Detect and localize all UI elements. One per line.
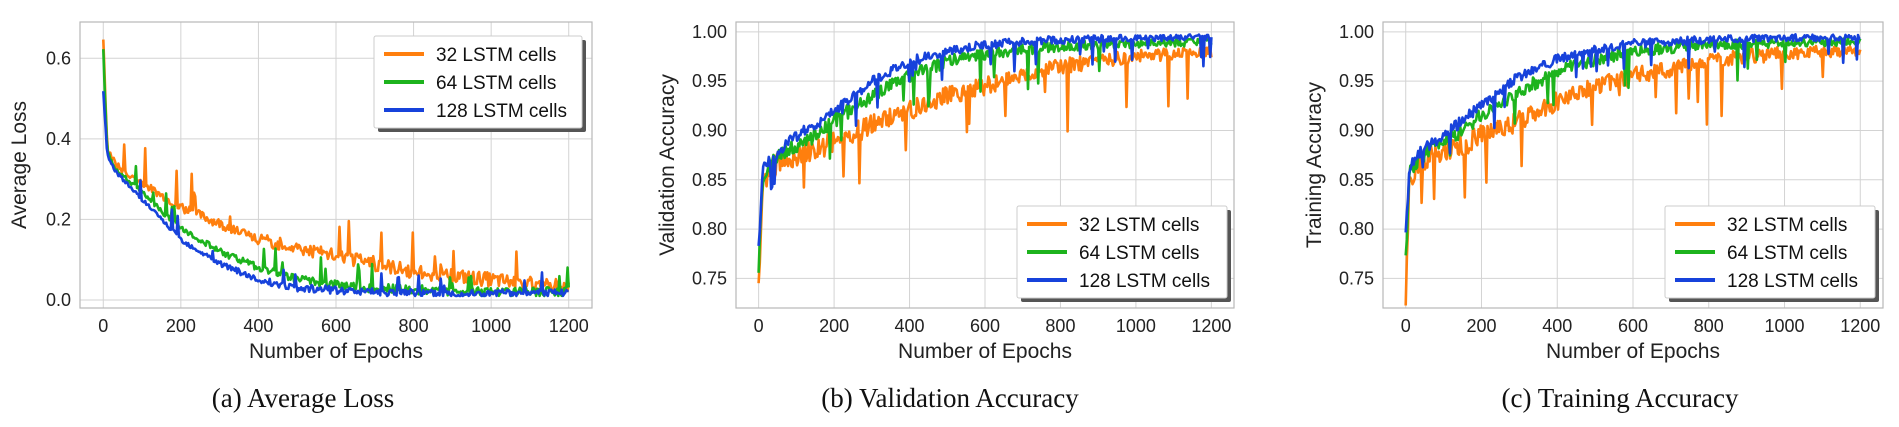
legend-box: [373, 35, 583, 129]
legend: 32 LSTM cells 64 LSTM cells 128 LSTM cells: [1664, 205, 1879, 302]
legend-box: [1664, 205, 1876, 299]
x-tick-label: 200: [1466, 316, 1496, 336]
x-axis-label: Number of Epochs: [898, 340, 1072, 363]
x-tick-label: 1000: [1116, 316, 1156, 336]
x-tick-label: 200: [819, 316, 849, 336]
legend-label-64: 64 LSTM cells: [1727, 243, 1847, 264]
y-axis-label: Average Loss: [8, 101, 31, 229]
legend-label-128: 128 LSTM cells: [1727, 271, 1858, 292]
legend-label-64: 64 LSTM cells: [1079, 243, 1199, 264]
y-axis-label: Validation Accuracy: [656, 74, 679, 256]
x-tick-label: 400: [243, 316, 273, 336]
x-tick-label: 600: [970, 316, 1000, 336]
caption-c: (c) Training Accuracy: [1501, 383, 1739, 413]
x-tick-label: 1200: [549, 316, 589, 336]
x-tick-label: 1200: [1191, 316, 1231, 336]
chart-panel-1: 0 200 400 600 800 1000 1200 0.0 0.2 0.4 0.6 Number …: [8, 21, 593, 363]
x-tick-label: 1200: [1840, 316, 1880, 336]
x-tick-label: 0: [1401, 316, 1411, 336]
series-line-128: [102, 91, 569, 298]
y-tick-label: 0.80: [1339, 219, 1374, 239]
legend-label-32: 32 LSTM cells: [1727, 215, 1847, 236]
legend-label-32: 32 LSTM cells: [436, 45, 556, 66]
series-line-128: [757, 33, 1213, 247]
x-tick-label: 600: [321, 316, 351, 336]
series-line-128: [1404, 33, 1861, 233]
y-tick-label: 0.4: [46, 129, 71, 149]
plot-frame: [79, 21, 593, 309]
y-tick-label: 0.75: [1339, 268, 1374, 288]
legend: 32 LSTM cells 64 LSTM cells 128 LSTM cells: [1016, 205, 1231, 302]
x-tick-label: 400: [895, 316, 925, 336]
y-tick-label: 0.0: [46, 290, 71, 310]
x-tick-label: 600: [1618, 316, 1648, 336]
y-tick-label: 1.00: [692, 22, 727, 42]
plot-frame: [1382, 21, 1884, 309]
x-tick-label: 200: [166, 316, 196, 336]
y-axis-label: Training Accuracy: [1303, 81, 1326, 248]
series-line-64: [1404, 36, 1862, 256]
series-line-32: [757, 45, 1213, 284]
y-tick-label: 0.90: [1339, 120, 1374, 140]
y-tick-label: 0.85: [692, 170, 727, 190]
y-tick-label: 0.95: [1339, 71, 1374, 91]
y-tick-label: 0.2: [46, 209, 71, 229]
y-tick-label: 0.80: [692, 219, 727, 239]
x-axis-label: Number of Epochs: [249, 340, 423, 363]
y-tick-label: 1.00: [1339, 22, 1374, 42]
x-tick-label: 800: [1694, 316, 1724, 336]
x-tick-label: 800: [399, 316, 429, 336]
y-tick-label: 0.75: [692, 268, 727, 288]
legend-label-128: 128 LSTM cells: [1079, 271, 1210, 292]
x-tick-label: 0: [754, 316, 764, 336]
chart-panel-2: 0 200 400 600 800 1000 1200 0.75 0.80 0.85 0.90 0.9…: [656, 21, 1235, 363]
x-tick-label: 0: [98, 316, 108, 336]
y-tick-label: 0.95: [692, 71, 727, 91]
x-tick-label: 800: [1045, 316, 1075, 336]
plot-frame: [735, 21, 1235, 309]
caption-b: (b) Validation Accuracy: [821, 383, 1079, 413]
x-tick-label: 1000: [1764, 316, 1804, 336]
legend-label-64: 64 LSTM cells: [436, 73, 556, 94]
legend-label-128: 128 LSTM cells: [436, 101, 567, 122]
y-tick-label: 0.90: [692, 120, 727, 140]
x-axis-label: Number of Epochs: [1546, 340, 1720, 363]
legend: 32 LSTM cells 64 LSTM cells 128 LSTM cells: [373, 35, 586, 132]
chart-panel-3: 0 200 400 600 800 1000 1200 0.75 0.80 0.85 0.90 0.9…: [1303, 21, 1884, 363]
x-tick-label: 1000: [471, 316, 511, 336]
series-line-64: [757, 36, 1213, 273]
caption-a: (a) Average Loss: [211, 383, 395, 413]
y-tick-label: 0.85: [1339, 170, 1374, 190]
legend-label-32: 32 LSTM cells: [1079, 215, 1199, 236]
legend-box: [1016, 205, 1228, 299]
y-tick-label: 0.6: [46, 48, 71, 68]
series-line-32: [102, 39, 570, 294]
series-line-64: [102, 49, 570, 298]
x-tick-label: 400: [1542, 316, 1572, 336]
